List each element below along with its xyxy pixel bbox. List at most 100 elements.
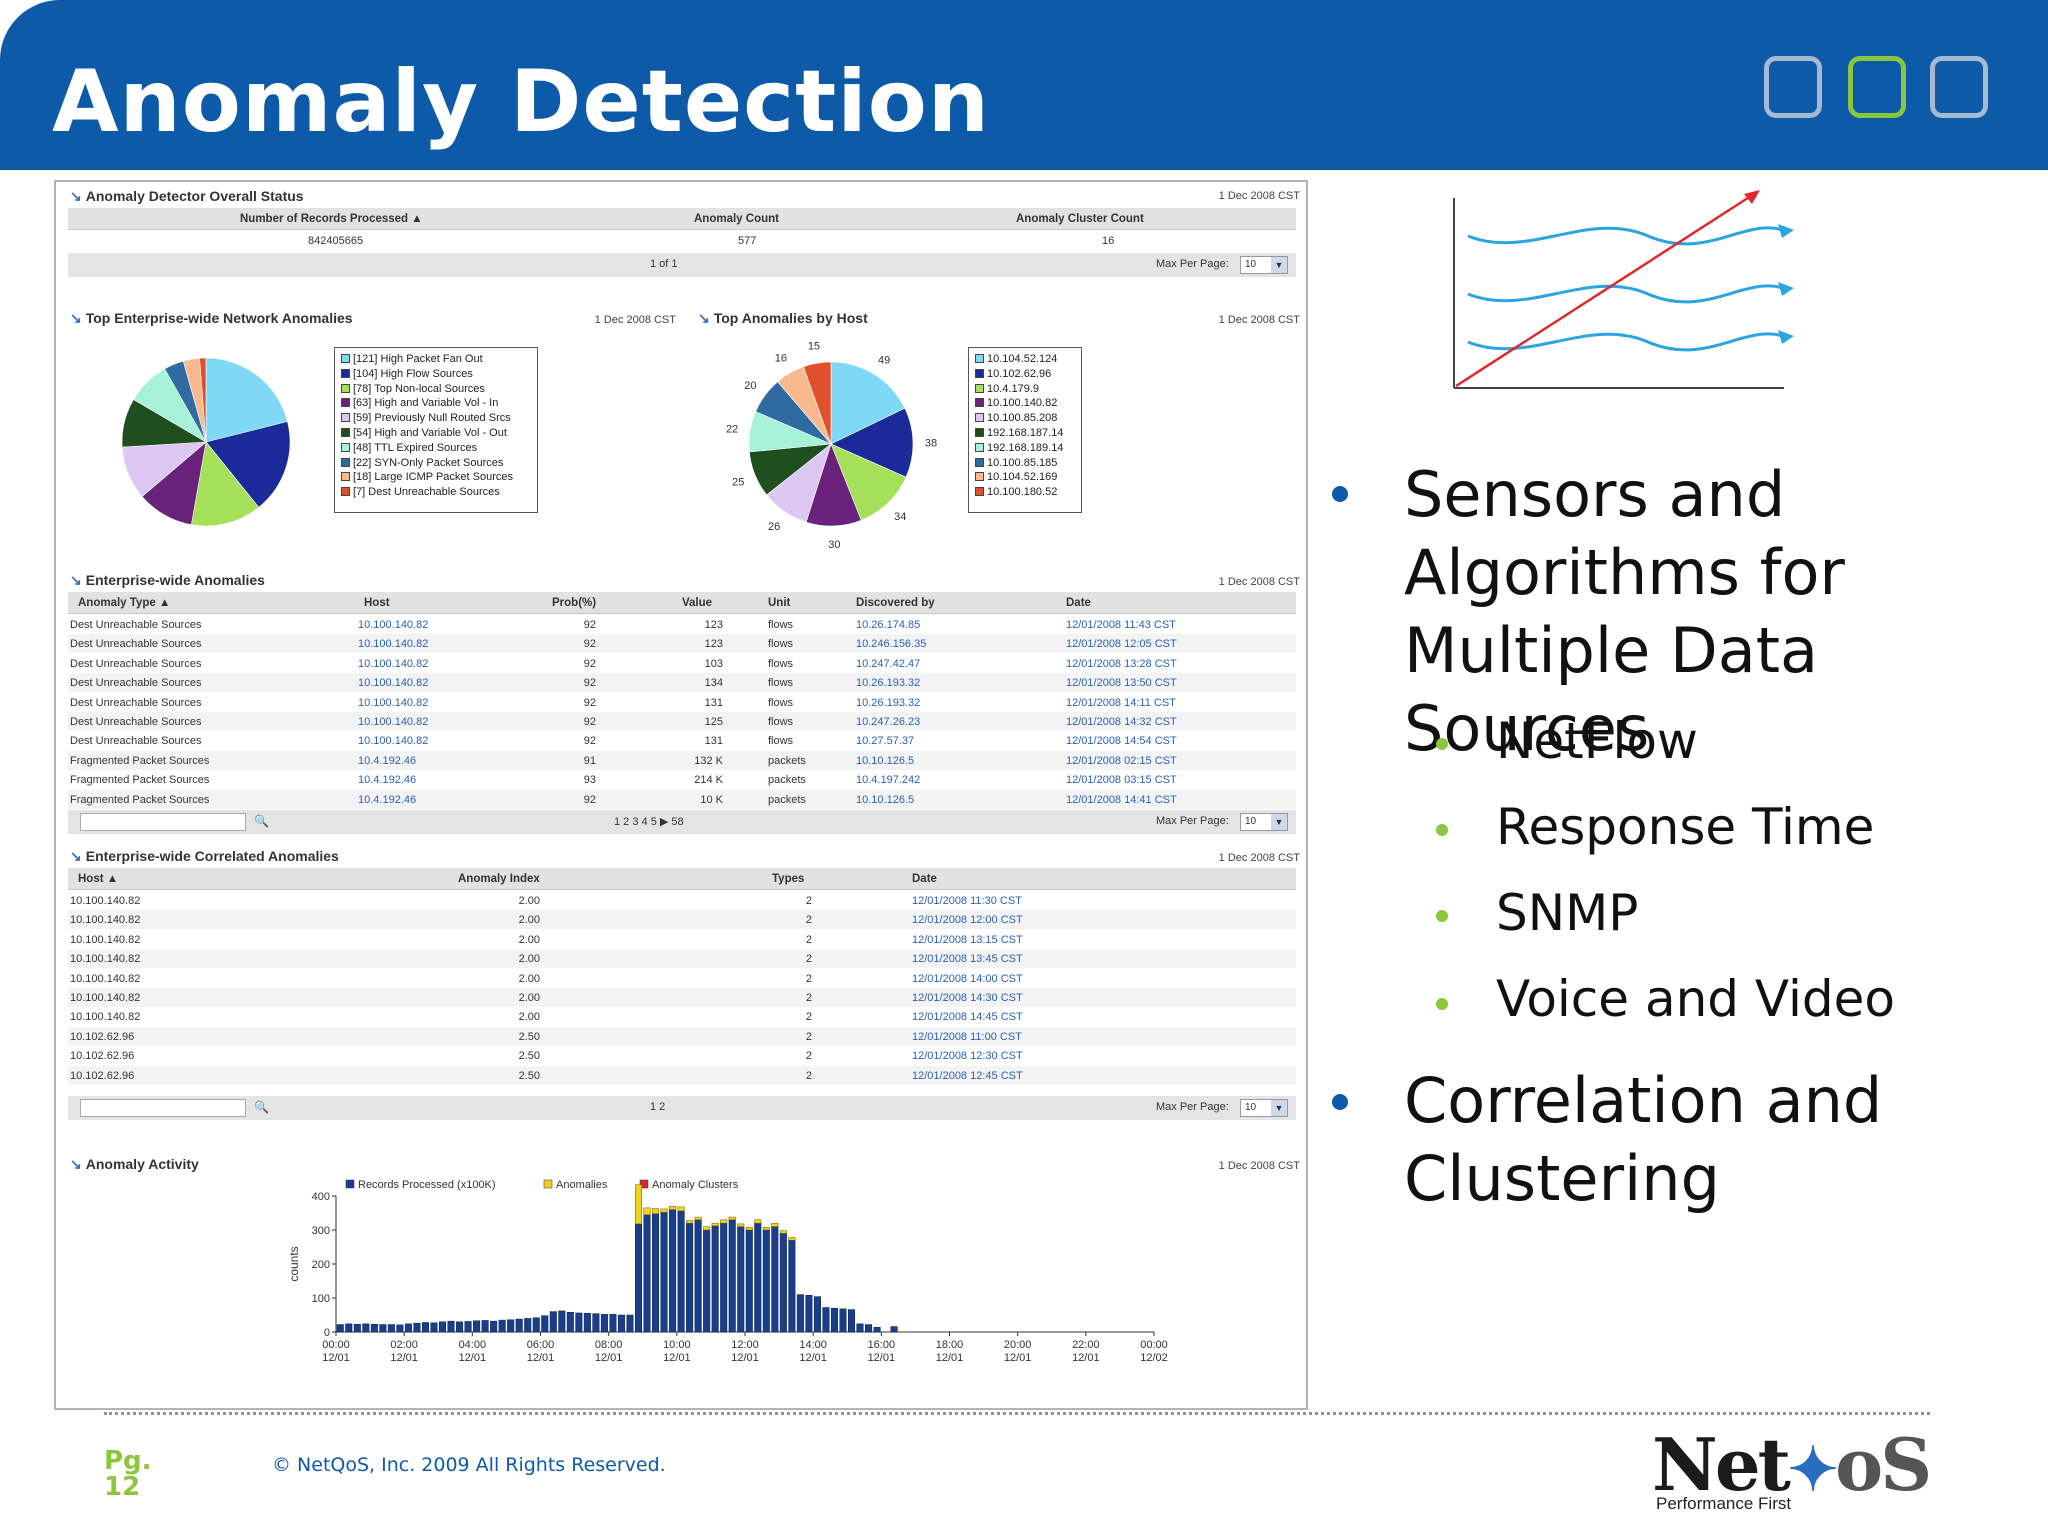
col-header-records[interactable]: Number of Records Processed ▲ (240, 213, 423, 225)
cell-value: 132 K (694, 754, 723, 767)
decor-square-icon (1848, 56, 1906, 118)
table-row: 10.102.62.96 2.50 2 12/01/2008 12:30 CST (68, 1046, 1296, 1065)
cell-date[interactable]: 12/01/2008 12:45 CST (912, 1069, 1023, 1082)
col-header-unit[interactable]: Unit (768, 597, 791, 609)
y-tick-label: 400 (312, 1191, 330, 1203)
y-tick-label: 300 (312, 1225, 330, 1237)
cell-date[interactable]: 12/01/2008 12:05 CST (1066, 638, 1177, 651)
section-title-overall: Anomaly Detector Overall Status (70, 188, 304, 205)
cell-prob: 92 (583, 619, 596, 631)
x-tick-label: 12/01 (1072, 1352, 1100, 1364)
cell-prob: 92 (583, 793, 596, 806)
cell-types: 2 (805, 1050, 812, 1063)
bar-anomalies (788, 1237, 796, 1241)
cell-date[interactable]: 12/01/2008 14:41 CST (1066, 793, 1177, 806)
cell-host[interactable]: 10.4.192.46 (358, 754, 417, 767)
cell-discovered-by[interactable]: 10.27.57.37 (856, 735, 915, 748)
cell-host: 10.102.62.96 (70, 1030, 135, 1043)
col-header-anomaly-count[interactable]: Anomaly Count (694, 213, 779, 225)
cell-date[interactable]: 12/01/2008 14:32 CST (1066, 716, 1177, 728)
cell-date[interactable]: 12/01/2008 02:15 CST (1066, 754, 1177, 767)
cell-discovered-by[interactable]: 10.26.193.32 (856, 696, 921, 709)
pager-links[interactable]: 1 2 (650, 1101, 666, 1113)
col-header-host[interactable]: Host ▲ (78, 873, 119, 885)
bar-records (532, 1317, 540, 1333)
cell-discovered-by[interactable]: 10.247.26.23 (856, 716, 921, 728)
x-tick-label: 12/01 (731, 1352, 759, 1364)
host-pie-label: 30 (828, 539, 840, 551)
cell-host[interactable]: 10.100.140.82 (358, 657, 429, 670)
col-header-date[interactable]: Date (912, 873, 937, 885)
bar-records (515, 1318, 523, 1333)
cell-discovered-by[interactable]: 10.10.126.5 (856, 754, 915, 767)
cell-host[interactable]: 10.100.140.82 (358, 735, 429, 748)
pager-text: 1 of 1 (650, 258, 678, 270)
copyright-text: © NetQoS, Inc. 2009 All Rights Reserved. (272, 1454, 666, 1476)
col-header-types[interactable]: Types (772, 873, 805, 885)
cell-discovered-by[interactable]: 10.4.197.242 (856, 774, 921, 787)
cell-date[interactable]: 12/01/2008 13:45 CST (912, 953, 1023, 966)
cell-host[interactable]: 10.4.192.46 (358, 793, 417, 806)
search-icon[interactable]: 🔍 (254, 814, 269, 828)
col-header-prob[interactable]: Prob(%) (552, 597, 597, 609)
col-header-discovered-by[interactable]: Discovered by (856, 597, 935, 609)
correlated-search-input[interactable] (80, 1099, 246, 1117)
table-row: 10.100.140.82 2.00 2 12/01/2008 13:15 CST (68, 930, 1296, 949)
cell-host[interactable]: 10.100.140.82 (358, 619, 429, 631)
cell-date[interactable]: 12/01/2008 14:30 CST (912, 992, 1023, 1004)
legend-item: 10.4.179.9 (975, 382, 1075, 397)
cell-discovered-by[interactable]: 10.246.156.35 (856, 638, 927, 651)
cell-host[interactable]: 10.100.140.82 (358, 638, 429, 651)
cell-discovered-by[interactable]: 10.26.193.32 (856, 677, 921, 690)
cell-date[interactable]: 12/01/2008 14:54 CST (1066, 735, 1177, 748)
max-per-page-select[interactable]: 10 ▼ (1240, 256, 1288, 274)
legend-swatch (341, 398, 350, 408)
search-icon[interactable]: 🔍 (254, 1100, 269, 1114)
bar-records (592, 1313, 600, 1333)
max-per-page-select[interactable]: 10 ▼ (1240, 1099, 1288, 1117)
cell-date[interactable]: 12/01/2008 13:28 CST (1066, 657, 1177, 670)
max-per-page-label: Max Per Page: (1156, 1101, 1229, 1113)
cell-date[interactable]: 12/01/2008 14:45 CST (912, 1011, 1023, 1024)
bar-records (430, 1322, 438, 1333)
cell-date[interactable]: 12/01/2008 14:00 CST (912, 972, 1023, 985)
y-axis-label: counts (287, 1246, 301, 1281)
cell-date[interactable]: 12/01/2008 03:15 CST (1066, 774, 1177, 787)
max-per-page-select[interactable]: 10 ▼ (1240, 813, 1288, 831)
col-header-anomaly-type[interactable]: Anomaly Type ▲ (78, 597, 171, 609)
cell-discovered-by[interactable]: 10.26.174.85 (856, 619, 921, 631)
cell-date[interactable]: 12/01/2008 12:00 CST (912, 914, 1023, 927)
chart-legend-swatch (543, 1179, 553, 1189)
cell-date[interactable]: 12/01/2008 14:11 CST (1066, 696, 1176, 709)
legend-swatch (975, 427, 984, 437)
cell-date[interactable]: 12/01/2008 12:30 CST (912, 1050, 1023, 1063)
col-header-host[interactable]: Host (364, 597, 390, 609)
cell-host[interactable]: 10.4.192.46 (358, 774, 417, 787)
cell-date[interactable]: 12/01/2008 11:30 CST (912, 895, 1022, 907)
col-header-value[interactable]: Value (682, 597, 713, 609)
cell-types: 2 (805, 914, 812, 927)
cell-anomaly-type: Fragmented Packet Sources (70, 793, 210, 806)
cell-discovered-by[interactable]: 10.247.42.47 (856, 657, 921, 670)
bullet-sensors: Sensors and Algorithms for Multiple Data… (1404, 458, 1845, 765)
anomalies-search-input[interactable] (80, 813, 246, 831)
max-per-page-label: Max Per Page: (1156, 258, 1229, 270)
cell-date[interactable]: 12/01/2008 11:43 CST (1066, 619, 1176, 631)
bar-records (830, 1307, 838, 1333)
cell-host[interactable]: 10.100.140.82 (358, 677, 429, 690)
cell-date[interactable]: 12/01/2008 11:00 CST (912, 1030, 1022, 1043)
table-row: Fragmented Packet Sources 10.4.192.46 93 21… (68, 770, 1296, 789)
col-header-date[interactable]: Date (1066, 597, 1091, 609)
cell-date[interactable]: 12/01/2008 13:15 CST (912, 933, 1023, 946)
cell-unit: flows (768, 657, 794, 670)
x-tick-label: 12/02 (1140, 1352, 1168, 1364)
cell-date[interactable]: 12/01/2008 13:50 CST (1066, 677, 1177, 690)
bar-records (498, 1319, 506, 1333)
legend-item: 10.102.62.96 (975, 367, 1075, 382)
col-header-cluster-count[interactable]: Anomaly Cluster Count (1016, 213, 1144, 225)
cell-host[interactable]: 10.100.140.82 (358, 696, 429, 709)
cell-host[interactable]: 10.100.140.82 (358, 716, 429, 728)
col-header-anomaly-index[interactable]: Anomaly Index (458, 873, 540, 885)
pager-links[interactable]: 1 2 3 4 5 ▶ 58 (614, 816, 684, 828)
cell-discovered-by[interactable]: 10.10.126.5 (856, 793, 915, 806)
